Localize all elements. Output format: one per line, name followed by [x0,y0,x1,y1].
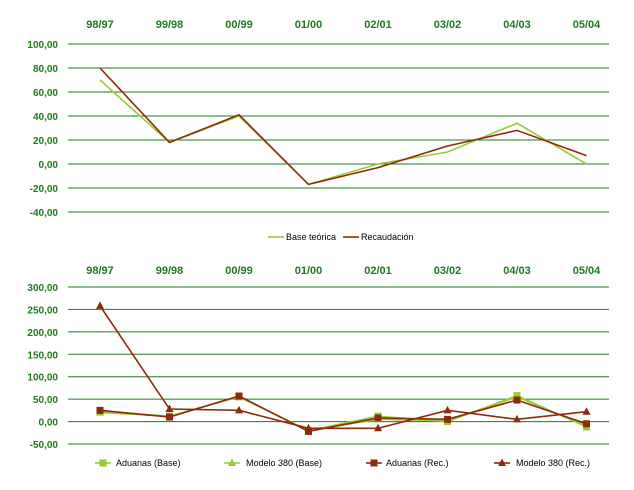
data-point-marker [165,404,174,413]
category-label: 98/97 [86,19,114,31]
chart-top: 98/97 99/98 00/99 01/00 02/01 03/02 04/03 05/04… [27,19,609,242]
y-tick-label: 0,00 [39,418,59,429]
category-label: 04/03 [503,19,531,31]
data-point-marker [513,414,521,423]
legend-marker [99,459,107,467]
legend-label: Aduanas (Rec.) [386,458,449,468]
data-point-marker [235,392,243,400]
data-point-marker [582,407,591,415]
category-label: 03/02 [434,19,462,31]
category-label: 98/97 [86,265,114,277]
y-tick-label: 100,00 [27,40,58,51]
data-point-marker [374,414,382,422]
series-line-4 [99,305,587,430]
legend-label: Modelo 380 (Base) [246,458,322,468]
category-label: 03/02 [434,265,462,277]
y-tick-label: 80,00 [33,64,58,75]
category-label: 01/00 [295,19,323,31]
data-point-marker [305,427,312,435]
category-label: 05/04 [573,19,601,31]
legend-marker [370,459,378,467]
chart-bottom: 98/97 99/98 00/99 01/00 02/01 03/02 04/03 05/04… [27,265,609,468]
data-point-marker [304,423,313,432]
data-point-marker [513,396,521,404]
data-point-marker [443,405,452,414]
series-line-3 [99,395,587,433]
category-label: 02/01 [364,265,392,277]
series-line-1 [99,79,587,186]
category-label: 02/01 [364,19,392,31]
legend-marker [228,458,236,466]
data-point-marker [444,415,451,423]
category-label: 04/03 [503,265,531,277]
legend-label: Aduanas (Base) [116,458,181,468]
legend-marker [498,458,506,466]
data-point-marker [96,301,104,309]
y-tick-label: -40,00 [30,208,59,219]
series-line-2 [99,67,587,186]
category-label: 05/04 [573,265,601,277]
data-point-marker [96,406,104,414]
category-label: 00/99 [225,265,253,277]
category-label: 00/99 [225,19,253,31]
y-tick-label: 60,00 [33,88,58,99]
y-tick-label: 250,00 [27,305,58,316]
legend-label: Recaudación [361,232,414,242]
y-tick-label: 300,00 [27,283,58,294]
y-tick-label: -50,00 [30,440,59,451]
y-tick-label: 100,00 [27,373,58,384]
y-tick-label: 50,00 [33,395,58,406]
y-tick-label: 200,00 [27,328,58,339]
y-tick-label: 40,00 [33,112,58,123]
category-label: 01/00 [295,265,323,277]
legend-label: Modelo 380 (Rec.) [516,458,590,468]
data-point-marker [374,423,382,432]
data-point-marker [235,405,243,414]
category-label: 99/98 [156,265,184,277]
category-label: 99/98 [156,19,184,31]
data-point-marker [166,413,173,421]
data-point-marker [583,420,590,428]
y-tick-label: 0,00 [39,160,59,171]
y-tick-label: 20,00 [33,136,58,147]
legend-label: Base teórica [286,232,336,242]
y-tick-label: 150,00 [27,350,58,361]
y-tick-label: -20,00 [30,184,59,195]
